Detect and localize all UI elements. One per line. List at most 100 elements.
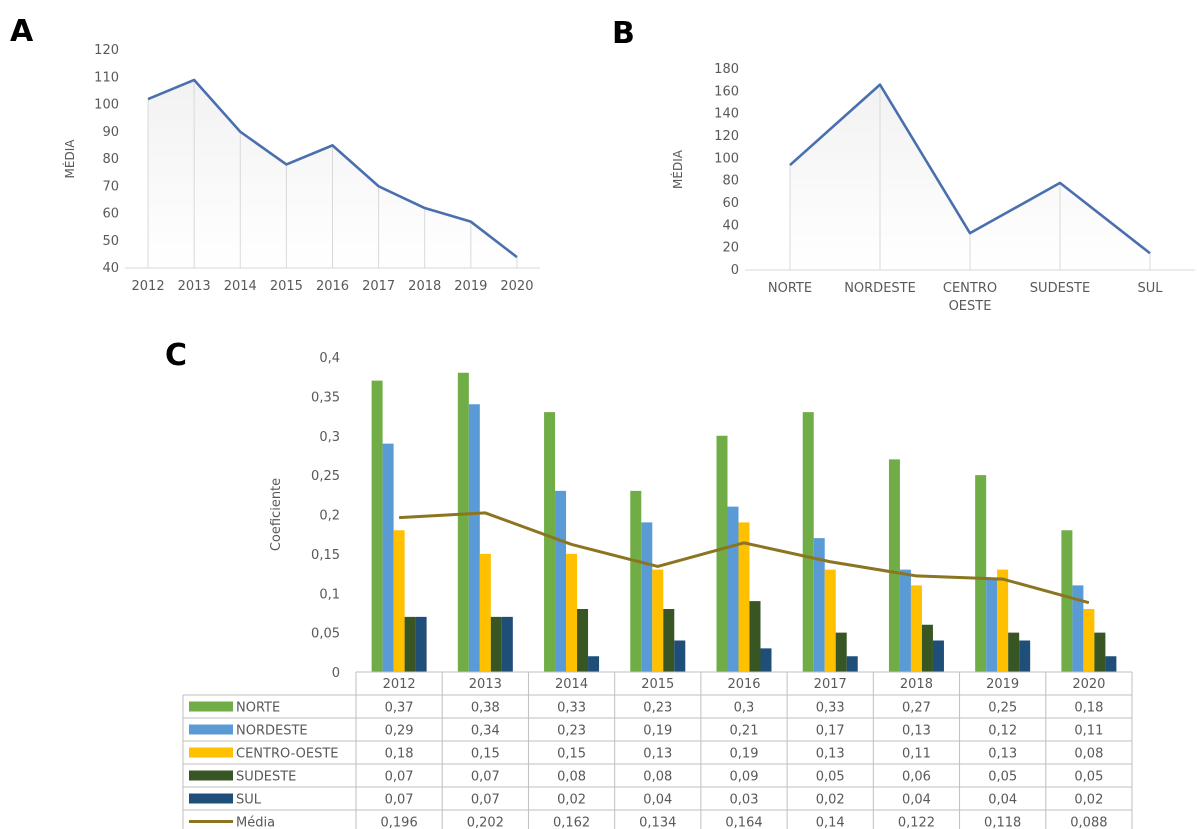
- x-tick-label-a: 2014: [224, 279, 257, 294]
- bar-sudeste-2017: [835, 632, 847, 672]
- y-tick-label-b: 20: [722, 241, 739, 256]
- x-tick-label-a: 2012: [132, 279, 165, 294]
- table-cell-sudeste-2014: 0,08: [557, 770, 586, 785]
- bar-centro-oeste-2019: [997, 569, 1009, 672]
- bar-sul-2020: [1105, 656, 1117, 672]
- table-cell-sudeste-2020: 0,05: [1074, 770, 1103, 785]
- bar-nordeste-2015: [641, 522, 653, 672]
- table-cell-media-2016: 0,164: [725, 816, 762, 829]
- table-header-2019: 2019: [986, 677, 1019, 692]
- y-axis-title-c: Coeficiente: [269, 478, 284, 551]
- table-cell-sul-2013: 0,07: [471, 793, 500, 808]
- y-tick-label-b: 180: [714, 62, 739, 77]
- table-cell-sul-2017: 0,02: [816, 793, 845, 808]
- table-cell-centro-oeste-2016: 0,19: [730, 747, 759, 762]
- series-line-b: [789, 83, 1151, 255]
- legend-swatch-sul: [189, 793, 233, 804]
- bar-norte-2019: [975, 475, 987, 672]
- y-tick-label-b: 80: [722, 174, 739, 189]
- bar-sudeste-2016: [749, 601, 761, 672]
- table-cell-media-2013: 0,202: [467, 816, 504, 829]
- table-cell-sul-2018: 0,04: [902, 793, 931, 808]
- legend-label-sudeste: SUDESTE: [236, 770, 296, 785]
- table-cell-nordeste-2012: 0,29: [385, 724, 414, 739]
- legend-swatch-norte: [189, 701, 233, 712]
- table-cell-centro-oeste-2013: 0,15: [471, 747, 500, 762]
- table-cell-nordeste-2017: 0,17: [816, 724, 845, 739]
- series-line-media: [399, 511, 1090, 605]
- y-tick-label-b: 160: [714, 84, 739, 99]
- y-tick-label-c: 0,05: [311, 627, 340, 642]
- bar-centro-oeste-2013: [479, 553, 491, 672]
- panel-label-b: B: [612, 16, 635, 51]
- table-header-2014: 2014: [555, 677, 588, 692]
- panel-label-a: A: [10, 14, 34, 49]
- x-tick-label-b: NORDESTE: [844, 281, 916, 296]
- table-cell-media-2014: 0,162: [553, 816, 590, 829]
- panel-label-c: C: [165, 338, 188, 373]
- table-cell-sudeste-2013: 0,07: [471, 770, 500, 785]
- legend-label-nordeste: NORDESTE: [236, 724, 308, 739]
- table-cell-media-2019: 0,118: [984, 816, 1021, 829]
- legend-label-media: Média: [236, 816, 275, 829]
- bar-sul-2013: [501, 616, 513, 672]
- bar-centro-oeste-2018: [910, 585, 922, 672]
- bar-nordeste-2017: [813, 538, 825, 672]
- y-tick-label-b: 120: [714, 129, 739, 144]
- y-tick-label-a: 70: [102, 179, 119, 194]
- bar-norte-2012: [371, 380, 383, 672]
- y-tick-label-c: 0,15: [311, 548, 340, 563]
- y-tick-label-c: 0: [332, 666, 340, 681]
- table-cell-centro-oeste-2017: 0,13: [816, 747, 845, 762]
- table-cell-media-2017: 0,14: [816, 816, 845, 829]
- table-cell-media-2020: 0,088: [1070, 816, 1107, 829]
- table-cell-centro-oeste-2015: 0,13: [643, 747, 672, 762]
- table-header-2012: 2012: [383, 677, 416, 692]
- table-cell-sudeste-2012: 0,07: [385, 770, 414, 785]
- table-cell-sul-2014: 0,02: [557, 793, 586, 808]
- table-cell-centro-oeste-2020: 0,08: [1074, 747, 1103, 762]
- legend-swatch-sudeste: [189, 770, 233, 781]
- bar-norte-2018: [888, 459, 900, 672]
- table-header-2017: 2017: [814, 677, 847, 692]
- table-cell-centro-oeste-2014: 0,15: [557, 747, 586, 762]
- table-cell-nordeste-2015: 0,19: [643, 724, 672, 739]
- y-tick-label-b: 0: [731, 263, 739, 278]
- x-tick-label-b: SUL: [1137, 281, 1163, 296]
- table-cell-sudeste-2016: 0,09: [730, 770, 759, 785]
- x-tick-label-b: CENTRO: [943, 281, 997, 296]
- y-tick-label-a: 80: [102, 152, 119, 167]
- table-cell-media-2015: 0,134: [639, 816, 676, 829]
- bar-nordeste-2016: [727, 506, 739, 672]
- table-cell-sul-2016: 0,03: [730, 793, 759, 808]
- bar-nordeste-2013: [468, 404, 480, 672]
- table-cell-sul-2020: 0,02: [1074, 793, 1103, 808]
- x-tick-label-a: 2016: [316, 279, 349, 294]
- bar-sudeste-2020: [1094, 632, 1106, 672]
- x-tick-label-a: 2019: [454, 279, 487, 294]
- y-tick-label-a: 90: [102, 125, 119, 140]
- bar-sul-2012: [415, 616, 427, 672]
- x-tick-label-a: 2013: [178, 279, 211, 294]
- bar-nordeste-2019: [986, 577, 998, 672]
- bar-nordeste-2012: [382, 443, 394, 672]
- table-cell-nordeste-2016: 0,21: [730, 724, 759, 739]
- x-tick-label-b: OESTE: [949, 299, 992, 314]
- bar-centro-oeste-2014: [566, 553, 578, 672]
- bar-sudeste-2019: [1008, 632, 1020, 672]
- table-cell-nordeste-2019: 0,12: [988, 724, 1017, 739]
- table-cell-norte-2013: 0,38: [471, 701, 500, 716]
- y-tick-label-c: 0,2: [319, 509, 340, 524]
- table-cell-nordeste-2020: 0,11: [1074, 724, 1103, 739]
- y-tick-label-b: 100: [714, 151, 739, 166]
- table-cell-sul-2019: 0,04: [988, 793, 1017, 808]
- table-cell-norte-2012: 0,37: [385, 701, 414, 716]
- legend-label-norte: NORTE: [236, 701, 280, 716]
- table-cell-sudeste-2019: 0,05: [988, 770, 1017, 785]
- table-cell-media-2012: 0,196: [381, 816, 418, 829]
- bar-norte-2013: [457, 372, 469, 672]
- table-cell-norte-2019: 0,25: [988, 701, 1017, 716]
- bar-sudeste-2013: [490, 616, 502, 672]
- bar-centro-oeste-2017: [824, 569, 836, 672]
- x-tick-label-a: 2020: [500, 279, 533, 294]
